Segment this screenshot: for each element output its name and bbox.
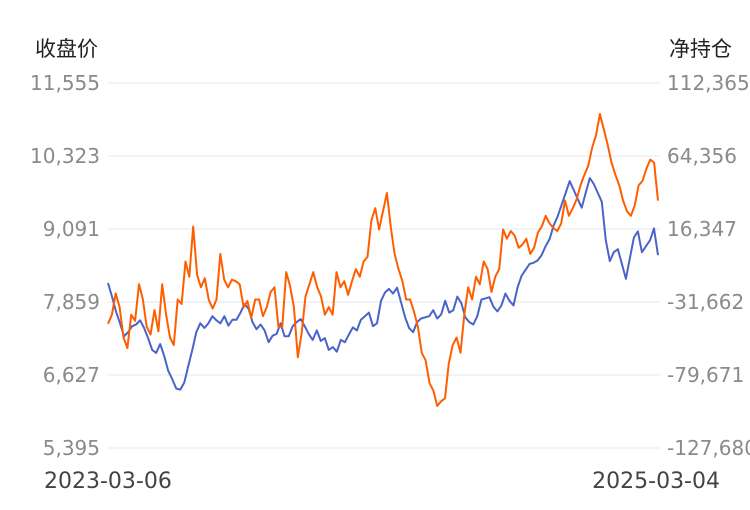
left-tick-label: 11,555 <box>30 71 100 95</box>
x-axis-end-label: 2025-03-04 <box>592 469 720 494</box>
closing-price-line <box>107 177 659 391</box>
left-tick-label: 6,627 <box>43 363 100 387</box>
x-axis-start-label: 2023-03-06 <box>44 469 172 494</box>
right-tick-label: 64,356 <box>667 144 737 168</box>
series-lines <box>107 113 659 407</box>
right-axis-title: 净持仓 <box>669 37 732 61</box>
left-tick-label: 10,323 <box>30 144 100 168</box>
left-tick-label: 5,395 <box>43 436 100 460</box>
right-axis-ticks: 112,365 64,356 16,347 -31,662 -79,671 -127,68… <box>667 71 750 460</box>
left-axis-title: 收盘价 <box>35 37 98 61</box>
right-tick-label: -31,662 <box>667 290 744 314</box>
gridlines <box>108 82 660 449</box>
right-tick-label: 16,347 <box>667 217 737 241</box>
right-tick-label: 112,365 <box>667 71 750 95</box>
net-position-line <box>107 113 659 407</box>
left-axis-ticks: 11,555 10,323 9,091 7,859 6,627 5,395 <box>30 71 100 460</box>
left-tick-label: 9,091 <box>43 217 100 241</box>
right-tick-label: -79,671 <box>667 363 744 387</box>
right-tick-label: -127,680 <box>667 436 750 460</box>
left-tick-label: 7,859 <box>43 290 100 314</box>
